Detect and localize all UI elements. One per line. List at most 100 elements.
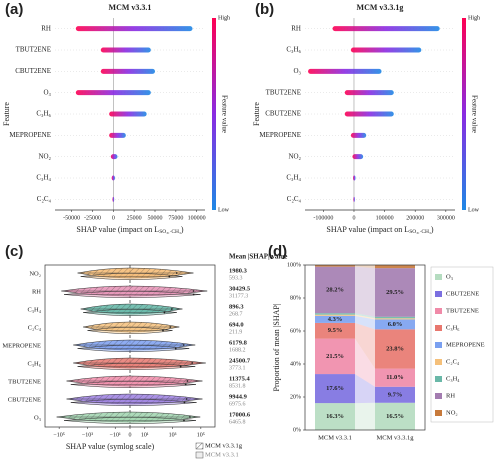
- bar-segment: [375, 319, 415, 330]
- x-axis-label-text: SHAP value (impact on L: [326, 225, 409, 234]
- legend-label: MEPROPENE: [446, 341, 485, 348]
- x-tick-label: 10⁵: [197, 432, 205, 438]
- bar-segment: [315, 314, 355, 316]
- bar-segment: [375, 402, 415, 430]
- colorbar-low: Low: [468, 207, 480, 213]
- x-tick-label: −10¹: [110, 432, 121, 438]
- feature-label: MEPROPENE: [259, 131, 301, 139]
- bar-segment: [375, 268, 415, 317]
- feature-label: C₃H₆: [286, 46, 301, 54]
- panel-label: (b): [255, 1, 274, 18]
- x-tick-label: 0: [112, 215, 115, 221]
- colorbar-low: Low: [218, 207, 230, 213]
- mean-value: 6179.8: [229, 339, 248, 346]
- legend-label: TBUT2ENE: [446, 307, 479, 314]
- feature-label: C₃H₄: [286, 174, 301, 182]
- mean-value: 896.3: [229, 303, 244, 310]
- legend-label: MCM v3.3.1g: [205, 442, 243, 449]
- flow-band: [355, 322, 375, 369]
- mean-mark: [170, 308, 173, 310]
- shap-spread: [112, 196, 115, 202]
- flow-band: [355, 374, 375, 404]
- y-axis-label: Feature: [252, 102, 261, 126]
- shap-spread: [109, 132, 126, 138]
- value-label: 17.6%: [326, 385, 344, 392]
- legend-label: CBUT2ENE: [446, 290, 479, 297]
- x-axis-label-end: ): [181, 225, 184, 234]
- shap-spread: [353, 175, 356, 181]
- x-tick-label: 10³: [169, 432, 177, 438]
- x-tick-label: −10³: [82, 432, 93, 438]
- value-label: 23.8%: [386, 345, 404, 352]
- legend-label: C₂C₄: [446, 358, 460, 365]
- colorbar-high: High: [468, 15, 480, 21]
- bar-segment: [375, 318, 415, 320]
- shap-spread: [75, 26, 193, 32]
- panel-title: MCM v3.3.1g: [357, 3, 404, 12]
- x-axis-label: SHAP value (impact on LSO₃,·CH₃): [76, 225, 184, 235]
- bar-segment: [375, 329, 415, 369]
- mean-mark: [185, 398, 188, 400]
- legend-swatch: [435, 393, 442, 399]
- feature-label: MEPROPENE: [2, 342, 41, 349]
- legend-swatch: [435, 376, 442, 382]
- mean-mark: [186, 380, 189, 382]
- value-label: 11.0%: [386, 374, 404, 381]
- bar-segment: [315, 403, 355, 430]
- mean-value: 593.3: [229, 275, 243, 281]
- y-tick-label: 60%: [290, 328, 301, 334]
- shap-spread: [344, 90, 394, 96]
- x-tick-label: 50000: [148, 215, 163, 221]
- legend-swatch: [195, 451, 204, 459]
- value-label: 16.3%: [326, 413, 344, 420]
- feature-label: RH: [41, 24, 51, 32]
- value-label: 9.7%: [388, 391, 403, 398]
- mean-value: 24500.7: [229, 357, 251, 364]
- plot-frame: [304, 264, 426, 431]
- value-label: 29.5%: [386, 289, 404, 296]
- x-axis-label-end: ): [431, 225, 434, 234]
- value-label: 16.5%: [386, 413, 404, 420]
- bar-segment: [315, 266, 355, 314]
- x-tick-label: -100000: [313, 215, 333, 221]
- legend-swatch: [435, 410, 442, 416]
- feature-label: CBUT2ENE: [8, 396, 41, 403]
- mean-mark: [191, 362, 194, 364]
- x-tick-label: MCM v3.3.1g: [376, 434, 414, 441]
- shap-spread: [332, 26, 440, 32]
- mean-value: 17000.6: [229, 411, 251, 418]
- legend-label: RH: [446, 392, 455, 399]
- bar-segment: [375, 265, 415, 269]
- panel-label: (c): [5, 243, 23, 260]
- mean-mark: [192, 290, 195, 292]
- x-tick-label: 100000: [188, 215, 206, 221]
- mean-mark: [174, 347, 177, 350]
- value-label: 28.2%: [326, 286, 344, 293]
- legend-swatch: [435, 342, 442, 348]
- x-tick-label: 0: [352, 215, 355, 221]
- shap-spread: [308, 68, 382, 74]
- feature-label: C₃H₄: [27, 306, 41, 313]
- value-label: 21.5%: [326, 353, 344, 360]
- mean-value: 1980.3: [229, 267, 248, 274]
- flow-band: [355, 266, 375, 317]
- feature-label: RH: [32, 288, 41, 295]
- mean-value: 30429.5: [229, 285, 251, 292]
- mean-header: Mean |SHAP| value: [229, 253, 287, 261]
- shap-spread: [110, 154, 118, 160]
- mean-mark: [168, 275, 171, 278]
- legend-swatch: [195, 442, 204, 450]
- mean-mark: [184, 383, 187, 386]
- y-tick-label: 80%: [290, 295, 301, 301]
- bar-segment: [315, 374, 355, 404]
- feature-label: C₂C₄: [287, 195, 302, 203]
- mean-mark: [183, 401, 186, 404]
- feature-label: O₃: [294, 67, 302, 75]
- feature-label: O₃: [34, 414, 41, 421]
- colorbar: [462, 18, 466, 210]
- flow-band: [355, 338, 375, 387]
- feature-label: C₃H₆: [36, 110, 51, 118]
- feature-label: CBUT2ENE: [15, 67, 51, 75]
- colorbar-high: High: [218, 15, 230, 21]
- x-tick-label: 300000: [437, 215, 455, 221]
